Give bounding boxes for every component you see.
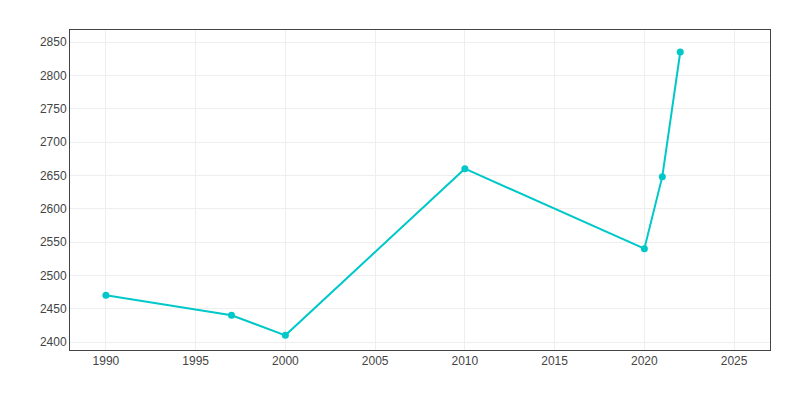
svg-text:2005: 2005 xyxy=(362,354,389,368)
svg-text:1990: 1990 xyxy=(93,354,120,368)
svg-text:2850: 2850 xyxy=(40,35,67,49)
svg-text:2700: 2700 xyxy=(40,135,67,149)
svg-text:2600: 2600 xyxy=(40,202,67,216)
svg-text:2500: 2500 xyxy=(40,269,67,283)
svg-text:1995: 1995 xyxy=(182,354,209,368)
svg-text:2010: 2010 xyxy=(452,354,479,368)
svg-text:2650: 2650 xyxy=(40,169,67,183)
svg-text:2000: 2000 xyxy=(272,354,299,368)
svg-text:2400: 2400 xyxy=(40,335,67,349)
svg-text:2020: 2020 xyxy=(631,354,658,368)
svg-text:2450: 2450 xyxy=(40,302,67,316)
svg-text:2025: 2025 xyxy=(721,354,748,368)
svg-text:2550: 2550 xyxy=(40,235,67,249)
svg-text:2750: 2750 xyxy=(40,102,67,116)
svg-text:2015: 2015 xyxy=(541,354,568,368)
svg-text:2800: 2800 xyxy=(40,69,67,83)
